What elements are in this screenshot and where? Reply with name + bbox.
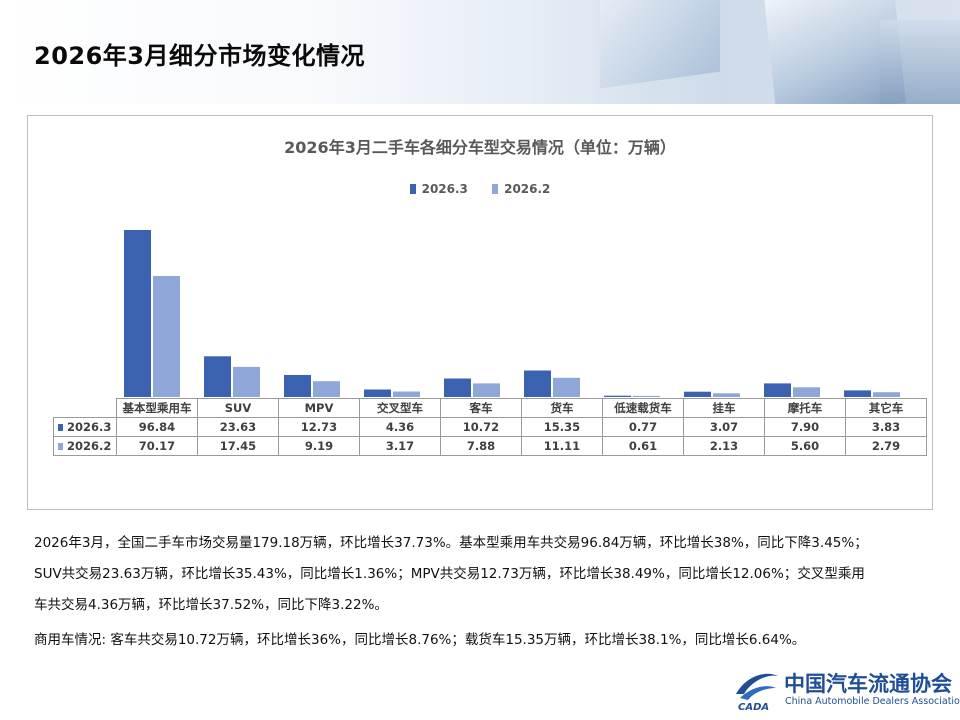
logo-name-en: China Automobile Dealers Association bbox=[785, 696, 960, 707]
bar-2026-3-4 bbox=[444, 378, 471, 397]
note-line: 2026年3月，全国二手车市场交易量179.18万辆，环比增长37.73%。基本… bbox=[34, 535, 868, 551]
note-line: 商用车情况: 客车共交易10.72万辆，环比增长36%，同比增长8.76%；载货… bbox=[34, 632, 806, 648]
data-cell: 4.36 bbox=[359, 417, 441, 437]
bar-2026-2-5 bbox=[553, 377, 580, 397]
decorative-cube bbox=[880, 20, 960, 104]
row-swatch bbox=[58, 424, 63, 431]
category-label: MPV bbox=[278, 398, 360, 418]
page-title: 2026年3月细分市场变化情况 bbox=[34, 42, 365, 70]
bar-2026-3-7 bbox=[684, 391, 711, 397]
data-cell: 70.17 bbox=[116, 436, 198, 456]
decorative-cube bbox=[600, 0, 720, 89]
logo-name-cn: 中国汽车流通协会 bbox=[784, 671, 952, 696]
table-row-2026-2: 2026.2 70.17 17.45 9.19 3.17 7.88 11.11 … bbox=[53, 436, 927, 456]
bar-2026-2-2 bbox=[313, 381, 340, 397]
data-cell: 3.07 bbox=[683, 417, 765, 437]
legend-item-2026-3: 2026.3 bbox=[409, 182, 468, 196]
data-cell: 0.77 bbox=[602, 417, 684, 437]
table-corner bbox=[54, 399, 117, 418]
category-label: 基本型乘用车 bbox=[116, 398, 198, 418]
cada-logo-icon: CADA bbox=[736, 673, 778, 713]
data-cell: 15.35 bbox=[521, 417, 603, 437]
bar-2026-3-9 bbox=[844, 390, 871, 397]
chart-title: 2026年3月二手车各细分车型交易情况（单位：万辆） bbox=[284, 138, 676, 157]
data-cell: 10.72 bbox=[440, 417, 522, 437]
bar-2026-3-8 bbox=[764, 383, 791, 397]
bar-2026-3-2 bbox=[284, 375, 311, 397]
legend-swatch bbox=[492, 184, 499, 194]
bar-2026-2-1 bbox=[233, 366, 260, 397]
legend-label: 2026.2 bbox=[504, 182, 551, 196]
row-swatch bbox=[58, 443, 63, 450]
bar-2026-3-3 bbox=[364, 389, 391, 397]
data-cell: 2.79 bbox=[845, 436, 927, 456]
bar-plot bbox=[124, 230, 900, 397]
data-cell: 3.83 bbox=[845, 417, 927, 437]
legend-label: 2026.3 bbox=[421, 182, 468, 196]
data-cell: 7.88 bbox=[440, 436, 522, 456]
legend-item-2026-2: 2026.2 bbox=[492, 182, 550, 196]
category-label: 其它车 bbox=[845, 398, 927, 418]
legend-swatch bbox=[409, 184, 416, 194]
bar-2026-2-8 bbox=[793, 387, 820, 397]
table-header-row: 基本型乘用车 SUV MPV 交叉型车 客车 货车 低速载货车 挂车 摩托车 其… bbox=[54, 398, 927, 418]
header-banner: 2026年3月细分市场变化情况 bbox=[0, 0, 960, 104]
bar-2026-2-6 bbox=[633, 395, 660, 397]
category-label: SUV bbox=[197, 398, 279, 418]
note-line: SUV共交易23.63万辆，环比增长35.43%，同比增长1.36%；MPV共交… bbox=[34, 566, 865, 582]
association-logo: CADA 中国汽车流通协会 China Automobile Dealers A… bbox=[732, 664, 960, 714]
series-row-label: 2026.2 bbox=[53, 436, 117, 456]
bar-2026-3-5 bbox=[524, 370, 551, 397]
bar-2026-2-0 bbox=[153, 276, 180, 397]
data-cell: 23.63 bbox=[197, 417, 279, 437]
category-label: 摩托车 bbox=[764, 398, 846, 418]
data-cell: 17.45 bbox=[197, 436, 279, 456]
data-cell: 11.11 bbox=[521, 436, 603, 456]
chart-data-table: 基本型乘用车 SUV MPV 交叉型车 客车 货车 低速载货车 挂车 摩托车 其… bbox=[53, 398, 927, 456]
bar-2026-3-1 bbox=[204, 356, 231, 397]
category-label: 低速载货车 bbox=[602, 398, 684, 418]
category-label: 客车 bbox=[440, 398, 522, 418]
note-line: 车共交易4.36万辆，环比增长37.52%，同比下降3.22%。 bbox=[34, 597, 388, 613]
table-row-2026-3: 2026.3 96.84 23.63 12.73 4.36 10.72 15.3… bbox=[53, 417, 927, 437]
category-label: 货车 bbox=[521, 398, 603, 418]
data-cell: 5.60 bbox=[764, 436, 846, 456]
logo-mark-text: CADA bbox=[738, 702, 769, 713]
category-label: 挂车 bbox=[683, 398, 765, 418]
series-row-label: 2026.3 bbox=[53, 417, 117, 437]
chart-frame: 2026年3月二手车各细分车型交易情况（单位：万辆） 2026.3 2026.2… bbox=[27, 115, 933, 510]
data-cell: 2.13 bbox=[683, 436, 765, 456]
data-cell: 96.84 bbox=[116, 417, 198, 437]
series-name: 2026.3 bbox=[67, 420, 112, 434]
data-cell: 0.61 bbox=[602, 436, 684, 456]
bar-2026-2-9 bbox=[873, 392, 900, 397]
chart-legend: 2026.3 2026.2 bbox=[28, 182, 932, 196]
data-cell: 7.90 bbox=[764, 417, 846, 437]
commentary-text: 2026年3月，全国二手车市场交易量179.18万辆，环比增长37.73%。基本… bbox=[34, 528, 934, 656]
bar-2026-2-4 bbox=[473, 383, 500, 397]
category-label: 交叉型车 bbox=[359, 398, 441, 418]
bar-2026-2-3 bbox=[393, 391, 420, 397]
bar-2026-3-0 bbox=[124, 230, 151, 397]
series-name: 2026.2 bbox=[67, 439, 112, 453]
bar-2026-3-6 bbox=[604, 395, 631, 397]
data-cell: 3.17 bbox=[359, 436, 441, 456]
data-cell: 9.19 bbox=[278, 436, 360, 456]
data-cell: 12.73 bbox=[278, 417, 360, 437]
bar-2026-2-7 bbox=[713, 393, 740, 397]
